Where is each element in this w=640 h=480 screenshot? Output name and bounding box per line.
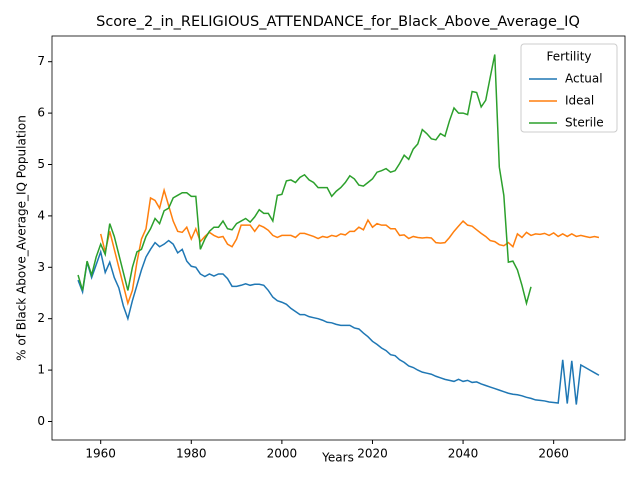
legend-title: Fertility	[546, 50, 591, 64]
x-tick-label: 2060	[538, 447, 569, 461]
y-tick-label: 0	[37, 414, 45, 428]
y-tick-label: 4	[37, 208, 45, 222]
series-line	[77, 239, 600, 405]
x-tick-label: 2040	[448, 447, 479, 461]
legend-label: Sterile	[565, 116, 604, 130]
plot-frame	[51, 35, 626, 441]
x-tick-label: 1980	[176, 447, 207, 461]
legend-label: Actual	[565, 72, 603, 86]
y-tick-label: 1	[37, 363, 45, 377]
x-tick-label: 2000	[267, 447, 298, 461]
legend-label: Ideal	[565, 94, 594, 108]
x-axis-label: Years	[321, 451, 354, 465]
chart-title: Score_2_in_RELIGIOUS_ATTENDANCE_for_Blac…	[96, 14, 580, 30]
y-tick-label: 2	[37, 311, 45, 325]
x-tick-label: 2020	[357, 447, 388, 461]
x-tick-label: 1960	[85, 447, 116, 461]
y-tick-label: 6	[37, 106, 45, 120]
y-tick-label: 7	[37, 54, 45, 68]
y-tick-label: 3	[37, 260, 45, 274]
series-line	[99, 187, 600, 306]
series-line	[77, 54, 532, 307]
legend-box	[520, 43, 618, 133]
y-tick-label: 5	[37, 157, 45, 171]
y-axis-label: % of Black Above_Average_IQ Population	[15, 115, 29, 361]
